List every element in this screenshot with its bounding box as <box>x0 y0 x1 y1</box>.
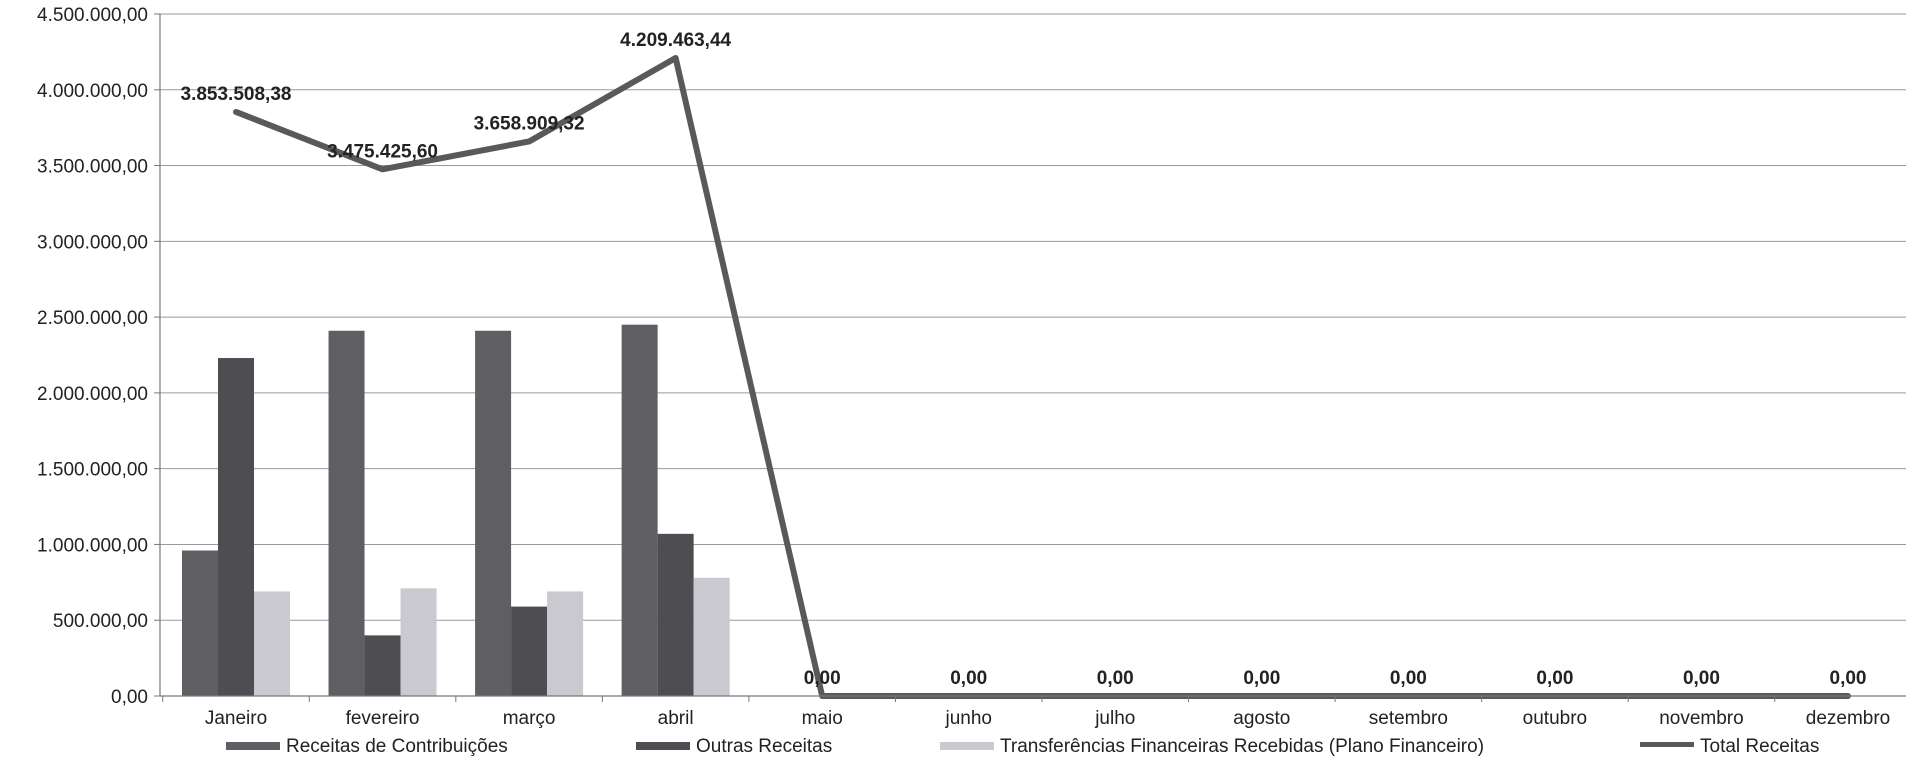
bar <box>621 324 658 696</box>
bar <box>547 591 584 696</box>
bar <box>218 358 254 696</box>
data-label: 0,00 <box>950 668 987 689</box>
bar <box>364 635 401 696</box>
data-label: 3.475.425,60 <box>327 141 438 162</box>
bar <box>693 577 730 696</box>
y-tick-label: 4.500.000,00 <box>37 5 148 26</box>
data-label: 3.658.909,32 <box>474 113 585 134</box>
legend-label: Outras Receitas <box>696 736 832 757</box>
grid-lines <box>160 13 1906 621</box>
legend-swatch <box>226 742 280 750</box>
y-axis-tick-labels: 0,00 500.000,00 1.000.000,00 1.500.000,00 2.… <box>37 5 148 708</box>
y-tick-label: 2.000.000,00 <box>37 384 148 405</box>
x-category-label: agosto <box>1233 708 1290 729</box>
bar <box>328 330 365 696</box>
x-axis-category-labels: Janeiro fevereiro março abril maio junho julho… <box>205 708 1890 729</box>
legend: Receitas de Contribuições Outras Receitas… <box>226 736 1819 757</box>
x-category-label: novembro <box>1659 708 1744 729</box>
x-category-label: junho <box>944 708 992 729</box>
x-category-label: março <box>503 708 556 729</box>
axes <box>154 13 1906 702</box>
y-tick-label: 0,00 <box>111 687 148 708</box>
bar <box>182 550 218 696</box>
data-label: 4.209.463,44 <box>620 30 731 51</box>
y-tick-label: 500.000,00 <box>53 611 148 632</box>
legend-label: Total Receitas <box>1700 736 1819 757</box>
x-category-label: fevereiro <box>346 708 420 729</box>
legend-swatch <box>940 742 994 750</box>
y-tick-label: 1.500.000,00 <box>37 460 148 481</box>
x-category-label: setembro <box>1369 708 1448 729</box>
x-category-label: abril <box>658 708 694 729</box>
data-label: 0,00 <box>1097 668 1134 689</box>
bar <box>657 533 694 696</box>
y-tick-label: 3.500.000,00 <box>37 157 148 178</box>
data-label: 0,00 <box>804 668 841 689</box>
data-labels: 3.853.508,38 3.475.425,60 3.658.909,32 4.20… <box>181 30 1867 689</box>
data-label: 0,00 <box>1830 668 1867 689</box>
x-category-label: Janeiro <box>205 708 267 729</box>
bar <box>511 606 548 696</box>
legend-label: Transferências Financeiras Recebidas (Pl… <box>1000 736 1484 757</box>
legend-swatch <box>1640 742 1694 747</box>
legend-swatch <box>636 742 690 750</box>
bar-series <box>182 324 730 696</box>
y-tick-label: 3.000.000,00 <box>37 232 148 253</box>
legend-label: Receitas de Contribuições <box>286 736 508 757</box>
bar <box>475 330 512 696</box>
bar <box>254 591 290 696</box>
data-label: 0,00 <box>1390 668 1427 689</box>
data-label: 0,00 <box>1683 668 1720 689</box>
y-tick-label: 4.000.000,00 <box>37 81 148 102</box>
y-tick-label: 1.000.000,00 <box>37 535 148 556</box>
x-category-label: maio <box>802 708 843 729</box>
y-tick-label: 2.500.000,00 <box>37 308 148 329</box>
x-category-label: outubro <box>1523 708 1587 729</box>
data-label: 0,00 <box>1243 668 1280 689</box>
x-category-label: dezembro <box>1806 708 1891 729</box>
data-label: 3.853.508,38 <box>181 84 292 105</box>
x-category-label: julho <box>1094 708 1135 729</box>
data-label: 0,00 <box>1536 668 1573 689</box>
bar <box>400 588 437 696</box>
